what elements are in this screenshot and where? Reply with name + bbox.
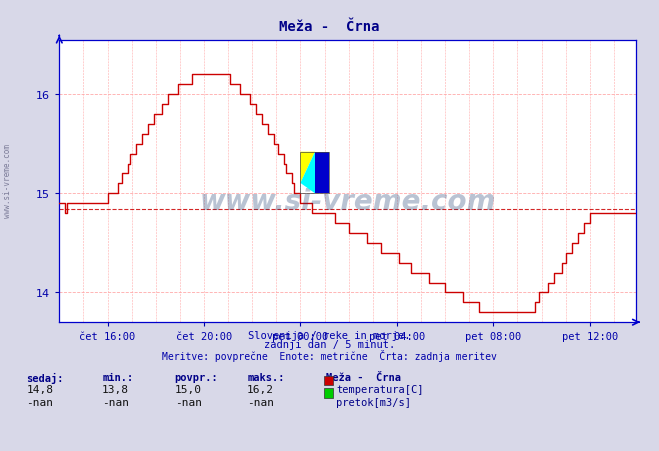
Text: -nan: -nan xyxy=(247,397,274,407)
Text: www.si-vreme.com: www.si-vreme.com xyxy=(3,143,13,217)
Text: sedaj:: sedaj: xyxy=(26,372,64,383)
Text: povpr.:: povpr.: xyxy=(175,372,218,382)
Polygon shape xyxy=(315,152,329,194)
Text: 16,2: 16,2 xyxy=(247,384,274,394)
Polygon shape xyxy=(301,152,315,194)
Text: temperatura[C]: temperatura[C] xyxy=(336,384,424,394)
Text: 15,0: 15,0 xyxy=(175,384,202,394)
Text: 14,8: 14,8 xyxy=(26,384,53,394)
Text: Meritve: povprečne  Enote: metrične  Črta: zadnja meritev: Meritve: povprečne Enote: metrične Črta:… xyxy=(162,349,497,361)
Text: -nan: -nan xyxy=(102,397,129,407)
Text: -nan: -nan xyxy=(26,397,53,407)
Polygon shape xyxy=(301,152,315,184)
Text: -nan: -nan xyxy=(175,397,202,407)
Text: www.si-vreme.com: www.si-vreme.com xyxy=(200,187,496,215)
Text: zadnji dan / 5 minut.: zadnji dan / 5 minut. xyxy=(264,340,395,350)
Text: maks.:: maks.: xyxy=(247,372,285,382)
Text: Meža -  Črna: Meža - Črna xyxy=(279,20,380,34)
Text: pretok[m3/s]: pretok[m3/s] xyxy=(336,397,411,407)
Text: Meža -  Črna: Meža - Črna xyxy=(326,372,401,382)
Bar xyxy=(301,152,329,194)
Text: Slovenija / reke in morje.: Slovenija / reke in morje. xyxy=(248,330,411,340)
Text: min.:: min.: xyxy=(102,372,133,382)
Text: 13,8: 13,8 xyxy=(102,384,129,394)
